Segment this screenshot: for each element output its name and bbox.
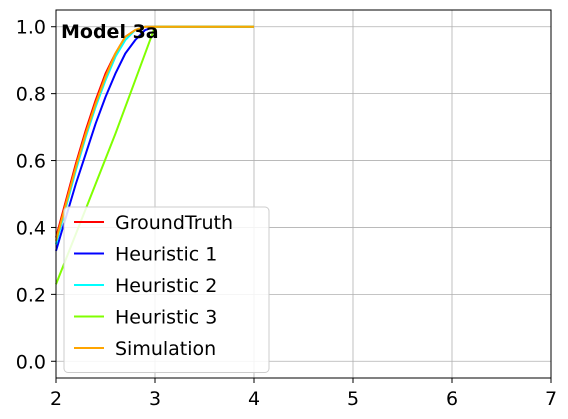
x-tick-label: 2 bbox=[50, 388, 62, 410]
series-line-simulation bbox=[55, 25, 254, 242]
x-tick-label: 6 bbox=[446, 388, 458, 410]
axis-ticks: 2 3 4 5 6 7 0.0 0.2 0.4 0.6 0.8 1.0 bbox=[16, 17, 557, 410]
model-annotation: Model 3a bbox=[61, 21, 159, 43]
legend: GroundTruth Heuristic 1 Heuristic 2 Heurist… bbox=[63, 206, 270, 373]
y-tick-label: 0.6 bbox=[16, 151, 46, 173]
legend-label: GroundTruth bbox=[115, 212, 233, 234]
legend-label: Heuristic 3 bbox=[115, 307, 217, 329]
legend-box bbox=[63, 206, 270, 373]
legend-label: Simulation bbox=[115, 338, 216, 360]
y-tick-label: 0.4 bbox=[16, 217, 46, 239]
x-tick-label: 3 bbox=[149, 388, 161, 410]
y-tick-label: 0.8 bbox=[16, 84, 46, 106]
legend-label: Heuristic 2 bbox=[115, 275, 217, 297]
legend-label: Heuristic 1 bbox=[115, 244, 217, 266]
y-tick-label: 0.0 bbox=[16, 351, 46, 373]
y-tick-label: 1.0 bbox=[16, 17, 46, 39]
x-tick-label: 4 bbox=[248, 388, 260, 410]
x-tick-label: 7 bbox=[545, 388, 557, 410]
series-lines bbox=[55, 25, 254, 285]
y-tick-label: 0.2 bbox=[16, 284, 46, 306]
plot-frame bbox=[55, 9, 552, 379]
x-tick-label: 5 bbox=[347, 388, 359, 410]
